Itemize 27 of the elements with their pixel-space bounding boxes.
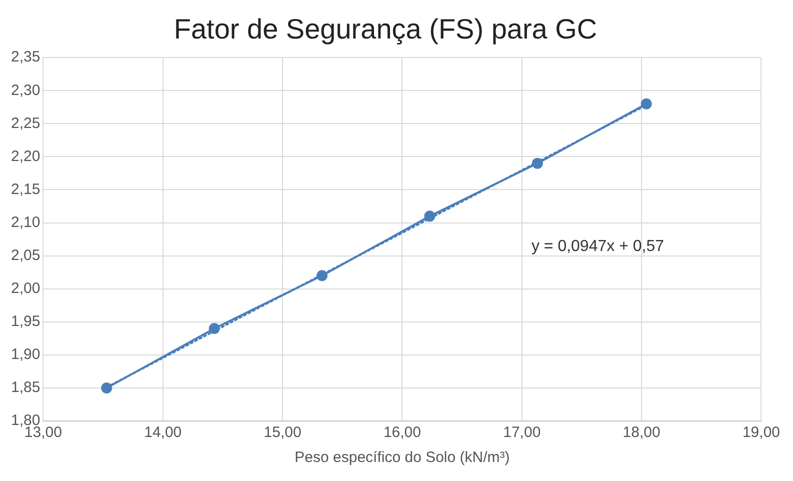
point <box>532 158 543 169</box>
y-tick-label: 2,20 <box>10 148 40 165</box>
x-tick-label: 15,00 <box>264 424 302 442</box>
y-tick-label: 2,05 <box>10 246 40 264</box>
y-tick-label: 2,15 <box>10 180 40 198</box>
y-tick-label: 2,00 <box>10 280 40 297</box>
y-tick-label: 1,95 <box>10 313 40 330</box>
x-axis-title: Peso específico do Solo (kN/m³) <box>294 449 510 466</box>
chart-title: Fator de Segurança (FS) para GC <box>174 14 598 45</box>
y-tick-label: 2,30 <box>10 82 40 99</box>
point <box>640 98 652 110</box>
x-tick-label: 18,00 <box>622 424 660 442</box>
point <box>316 270 328 282</box>
y-tick-label: 1,85 <box>10 379 40 396</box>
x-tick-label: 14,00 <box>144 424 182 442</box>
annotation: y = 0,0947x + 0,57 <box>531 238 664 255</box>
y-tick-label: 2,35 <box>10 48 40 66</box>
x-tick-label: 17,00 <box>503 424 541 442</box>
x-tick-label: 19,00 <box>742 424 780 442</box>
point <box>101 382 112 394</box>
x-tick-label: 16,00 <box>383 424 421 442</box>
y-tick-label: 2,25 <box>10 114 40 132</box>
y-tick-label: 1,90 <box>10 346 40 364</box>
point <box>208 323 220 334</box>
y-tick-label: 2,10 <box>10 214 40 231</box>
x-tick-label: 13,00 <box>24 424 62 442</box>
point <box>424 210 436 222</box>
